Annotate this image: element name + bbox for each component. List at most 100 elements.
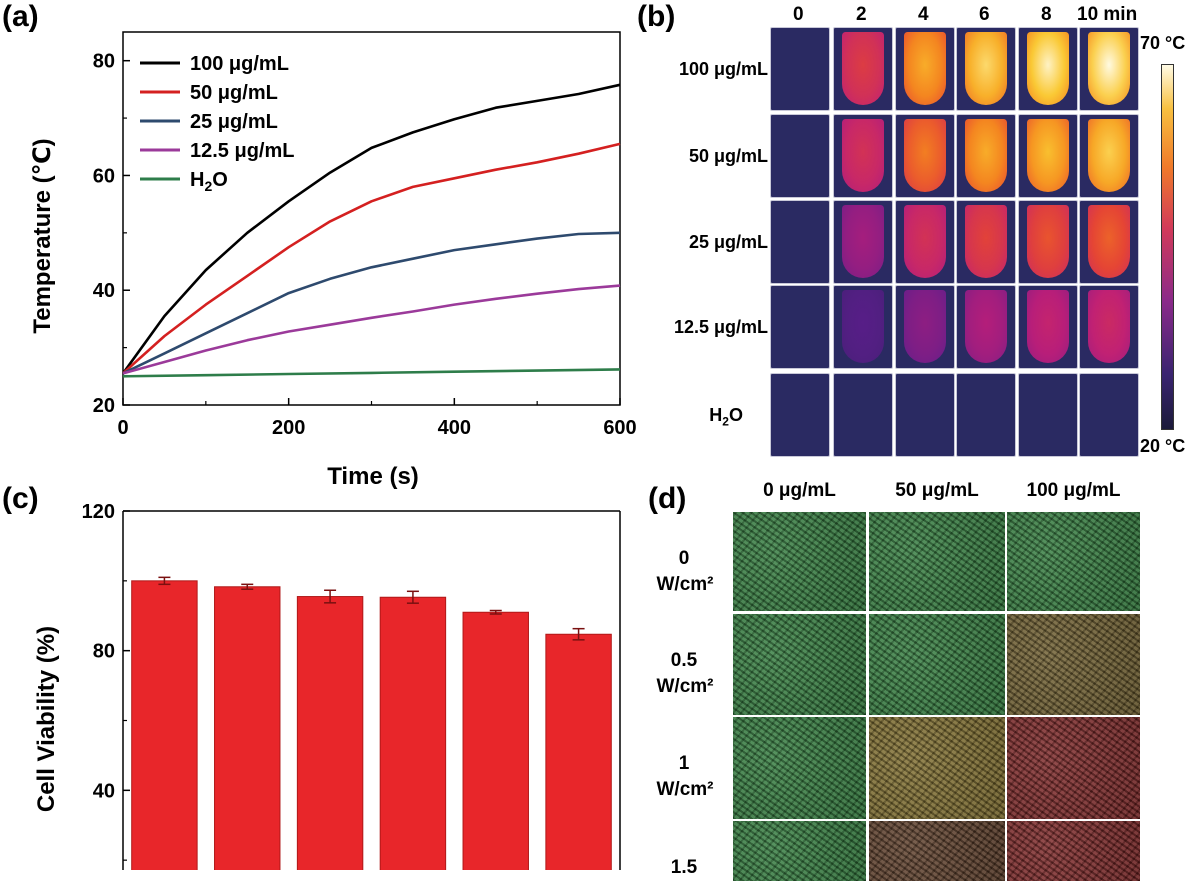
power-row-label: 0 xyxy=(678,548,690,569)
fluorescence-image-cell xyxy=(869,512,1005,611)
thermal-image-cell xyxy=(770,200,830,284)
sample-tube-heat xyxy=(1088,290,1130,363)
y-tick-label: 80 xyxy=(93,51,115,73)
bar xyxy=(545,633,612,870)
panel-label-b: (b) xyxy=(637,0,676,33)
y-tick-label: 40 xyxy=(93,280,115,302)
temperature-line-chart: Temperature (℃) Time (s) 0 200 400 600 20 40 6… xyxy=(29,31,637,490)
thermal-image-cell xyxy=(1079,200,1139,284)
x-tick-label: 400 xyxy=(438,417,471,439)
fluorescence-image-cell xyxy=(733,614,866,715)
thermal-image-cell xyxy=(1018,373,1078,457)
fluorescence-image-cell xyxy=(869,717,1005,819)
series-line xyxy=(122,368,621,378)
sample-tube-heat xyxy=(965,119,1007,192)
thermal-image-cell xyxy=(833,373,893,457)
thermal-time-label: 8 xyxy=(1041,4,1052,25)
fluorescence-image-cell xyxy=(733,512,866,611)
thermal-row-label: 50 μg/mL xyxy=(688,146,768,166)
thermal-row-label: H2O xyxy=(709,405,743,429)
sample-tube-heat xyxy=(1027,32,1069,105)
sample-tube-heat xyxy=(904,119,946,192)
sample-tube-heat xyxy=(842,205,884,278)
sample-tube-heat xyxy=(842,32,884,105)
sample-tube-heat xyxy=(1027,205,1069,278)
concentration-column-label: 0 μg/mL xyxy=(763,480,836,501)
fluorescence-image-cell xyxy=(1007,614,1140,715)
sample-tube-heat xyxy=(904,290,946,363)
concentration-column-label: 50 μg/mL xyxy=(895,480,979,501)
sample-tube-heat xyxy=(904,205,946,278)
thermal-time-label: 6 xyxy=(979,4,990,25)
series-line xyxy=(122,142,621,375)
x-tick-label: 600 xyxy=(603,417,636,439)
thermal-image-cell xyxy=(895,285,955,369)
y-tick-label: 40 xyxy=(93,780,115,802)
thermal-image-cell xyxy=(895,200,955,284)
y-axis-title: Cell Viability (%) xyxy=(33,626,60,812)
series-line xyxy=(122,231,621,375)
sample-tube-heat xyxy=(842,119,884,192)
power-row-label: 1.5 xyxy=(670,857,698,878)
thermal-image-cell xyxy=(895,27,955,111)
fluorescence-image-cell xyxy=(869,614,1005,715)
sample-tube-heat xyxy=(965,205,1007,278)
thermal-image-cell xyxy=(895,114,955,198)
y-tick-label: 60 xyxy=(93,165,115,187)
thermal-image-cell xyxy=(833,27,893,111)
thermal-image-cell xyxy=(956,200,1016,284)
thermal-row-label: 100 μg/mL xyxy=(678,59,768,79)
y-tick-label: 20 xyxy=(93,395,115,417)
panel-label-a: (a) xyxy=(2,0,39,33)
thermal-time-label: 0 xyxy=(793,4,804,25)
power-row-label: 1 xyxy=(678,753,690,774)
legend-label: 100 μg/mL xyxy=(190,53,289,75)
y-tick-label: 120 xyxy=(82,501,115,523)
thermal-image-panel: 0 2 4 6 8 10 min 100 μg/mL 50 μg/mL 25 μg/mL 12.5… xyxy=(640,0,1200,460)
sample-tube-heat xyxy=(965,32,1007,105)
fluorescence-image-cell xyxy=(1007,717,1140,819)
series-line xyxy=(121,83,621,375)
thermal-image-cell xyxy=(1079,114,1139,198)
thermal-image-cell xyxy=(1018,200,1078,284)
scale-min-label: 20 °C xyxy=(1140,436,1186,456)
thermal-image-cell xyxy=(833,285,893,369)
thermal-time-label: 4 xyxy=(918,4,929,25)
sample-tube-heat xyxy=(904,32,946,105)
x-tick-label: 200 xyxy=(272,417,305,439)
thermal-image-cell xyxy=(1079,285,1139,369)
thermal-row-label: 25 μg/mL xyxy=(688,232,768,252)
thermal-image-cell xyxy=(1079,27,1139,111)
thermal-image-cell xyxy=(770,373,830,457)
x-axis-title: Time (s) xyxy=(327,463,419,490)
thermal-image-cell xyxy=(770,114,830,198)
concentration-column-label: 100 μg/mL xyxy=(1026,480,1121,501)
series-line xyxy=(122,284,621,375)
thermal-image-cell xyxy=(895,373,955,457)
sample-tube-heat xyxy=(965,290,1007,363)
bar xyxy=(296,596,364,870)
power-unit-label: W/cm² xyxy=(656,574,714,595)
x-tick-label: 0 xyxy=(117,417,128,439)
fluorescence-image-cell xyxy=(1007,821,1140,881)
thermal-image-cell xyxy=(956,373,1016,457)
legend-label: 25 μg/mL xyxy=(190,111,278,133)
thermal-image-cell xyxy=(1018,27,1078,111)
bar xyxy=(462,611,529,870)
y-axis-title: Temperature (℃) xyxy=(29,138,56,333)
legend-label: 50 μg/mL xyxy=(190,82,278,104)
thermal-image-cell xyxy=(956,285,1016,369)
bar xyxy=(131,580,198,870)
fluorescence-image-panel: 0 μg/mL 50 μg/mL 100 μg/mL 0 W/cm² 0.5 W/cm² 1 W… xyxy=(640,470,1200,881)
thermal-image-cell xyxy=(833,114,893,198)
scale-max-label: 70 °C xyxy=(1140,33,1186,53)
panel-label-c: (c) xyxy=(2,482,39,515)
temperature-color-scale xyxy=(1161,64,1174,430)
thermal-image-cell xyxy=(833,200,893,284)
sample-tube-heat xyxy=(1027,290,1069,363)
legend-label: H2O xyxy=(190,169,228,194)
sample-tube-heat xyxy=(1088,205,1130,278)
thermal-image-cell xyxy=(770,27,830,111)
cell-viability-bar-chart: Cell Viability (%) 40 80 120 xyxy=(33,501,621,870)
power-row-label: 0.5 xyxy=(670,650,698,671)
